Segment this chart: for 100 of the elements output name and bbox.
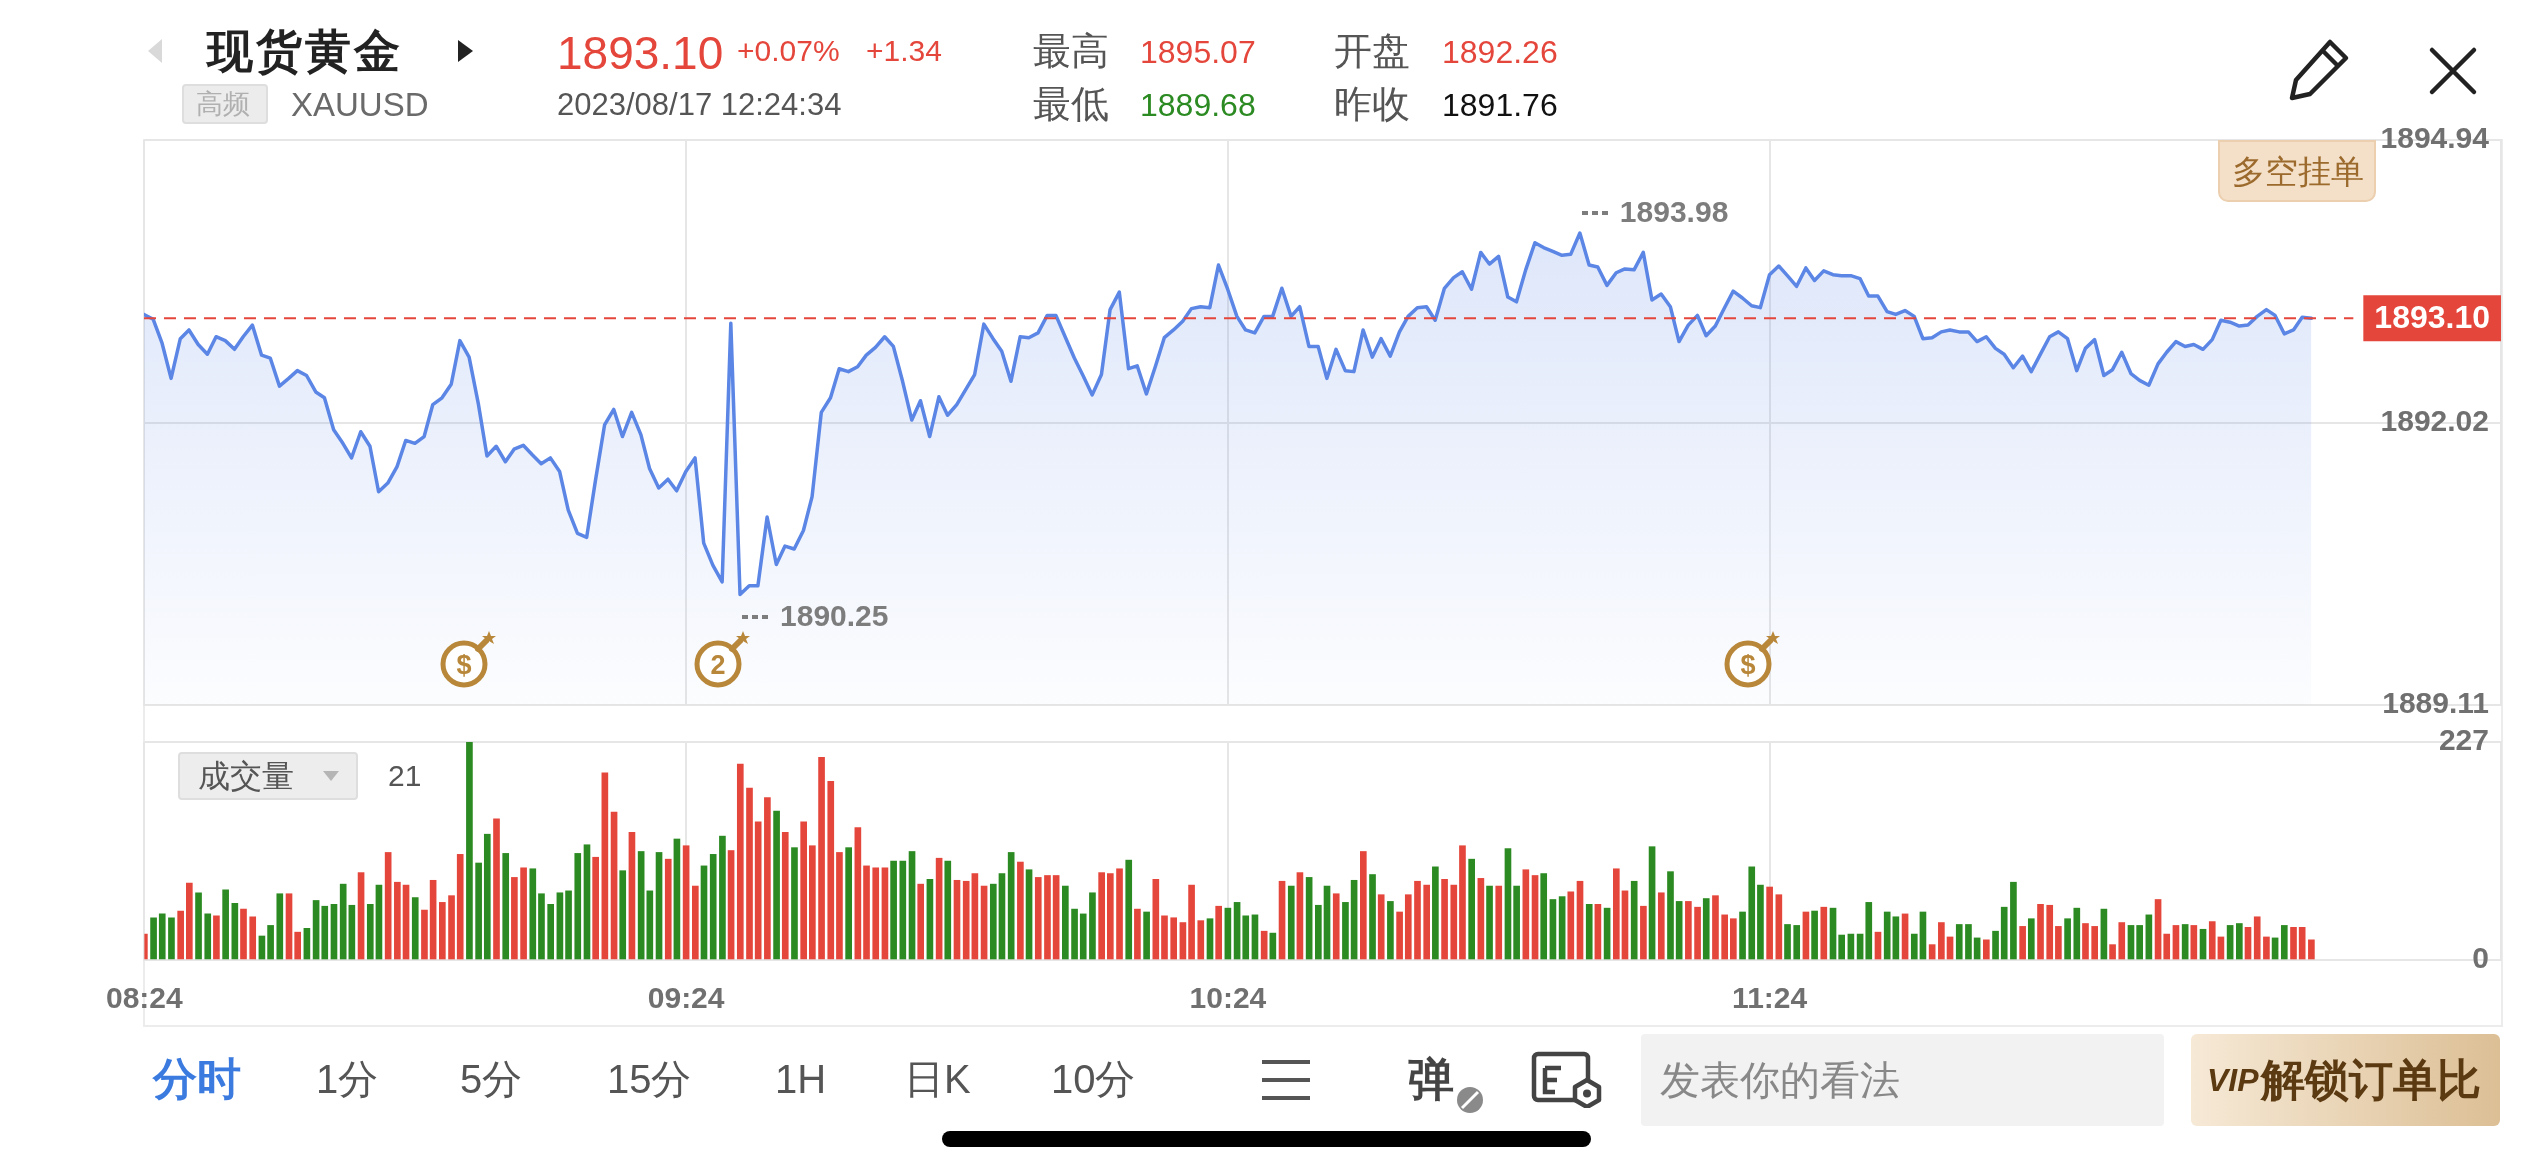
bar <box>1694 906 1701 960</box>
bar <box>1296 872 1304 960</box>
bar <box>1667 871 1674 960</box>
bar <box>673 838 681 960</box>
bar <box>1179 922 1187 960</box>
bar <box>1359 851 1367 960</box>
bar <box>240 908 247 960</box>
bar <box>1721 914 1728 960</box>
bar <box>2253 916 2261 960</box>
text: 弹 <box>1408 1053 1454 1105</box>
bar <box>1369 874 1376 960</box>
bar <box>1423 884 1431 960</box>
bar <box>610 811 618 960</box>
bar <box>421 909 428 960</box>
bar <box>854 827 862 960</box>
bar <box>483 833 491 960</box>
bar <box>2091 926 2099 960</box>
annotation: 21 <box>388 759 422 792</box>
bar <box>1928 944 1936 960</box>
bar <box>2118 922 2126 960</box>
bar <box>2109 944 2116 960</box>
bar <box>1865 902 1873 960</box>
bar <box>1161 915 1168 960</box>
annotation: 多空挂单 <box>2232 152 2364 190</box>
x-tick-label: 10:24 <box>1189 981 1267 1015</box>
ref-line-label: 1893.10 <box>2374 299 2490 336</box>
bar <box>1242 915 1250 960</box>
bar <box>1495 885 1503 960</box>
bar <box>285 893 293 960</box>
chart-title: 现货黄金 <box>207 25 403 77</box>
text: 1892.26 <box>1442 34 1558 70</box>
bar <box>366 903 374 960</box>
y-tick-label: 0 <box>2472 941 2489 975</box>
text: 1891.76 <box>1442 87 1558 123</box>
bar <box>502 853 510 960</box>
annotation: $ <box>1740 650 1756 680</box>
text: 开盘 <box>1334 30 1410 72</box>
chart-subtitle: XAUUSD <box>291 85 429 123</box>
bar <box>1414 880 1421 960</box>
bar <box>456 854 464 960</box>
bar <box>2181 924 2189 960</box>
bar <box>448 895 455 960</box>
bar <box>1387 901 1394 960</box>
text: 最高 <box>1033 30 1109 72</box>
text: VIP <box>2207 1062 2259 1098</box>
bar <box>692 885 699 960</box>
bar <box>267 925 274 960</box>
bar <box>294 931 302 960</box>
bar <box>394 881 401 960</box>
bar <box>411 897 419 960</box>
bar <box>764 797 771 960</box>
bar <box>1170 917 1178 960</box>
bar <box>664 858 672 960</box>
bar <box>953 879 961 960</box>
bar <box>781 831 789 960</box>
bar <box>1657 892 1665 960</box>
y-tick-label: 227 <box>2438 723 2489 757</box>
bar <box>1531 875 1539 960</box>
bar <box>1377 894 1385 960</box>
bar <box>809 845 816 960</box>
bar <box>646 890 654 960</box>
bar <box>637 851 645 960</box>
bar <box>1278 880 1286 960</box>
bar <box>1585 903 1593 960</box>
text: 5分 <box>460 1057 523 1101</box>
bar <box>1260 930 1268 960</box>
bar <box>1955 924 1963 960</box>
bar <box>1468 858 1475 960</box>
bar <box>1477 878 1485 960</box>
x-tick-label: 08:24 <box>106 981 184 1015</box>
bar <box>1044 875 1051 960</box>
bar <box>565 890 572 960</box>
text: 1893.10 <box>557 27 724 79</box>
bar <box>791 847 798 960</box>
bar <box>1892 916 1900 960</box>
bar <box>429 879 437 960</box>
bar <box>195 892 202 960</box>
annotation: 1890.25 <box>780 598 889 632</box>
bar <box>1540 873 1548 960</box>
bar <box>339 883 347 960</box>
bar <box>2308 939 2315 960</box>
bar <box>1504 848 1512 960</box>
bar <box>321 905 329 960</box>
bar <box>466 742 473 960</box>
bar <box>827 781 835 960</box>
bar <box>1938 922 1945 960</box>
bar <box>1062 885 1069 960</box>
bar <box>1215 905 1222 960</box>
bar <box>2037 903 2044 960</box>
bar <box>1332 893 1340 960</box>
bar <box>574 853 582 960</box>
bar <box>1630 880 1638 960</box>
annotation: $ <box>456 650 472 680</box>
text: 高频 <box>196 88 250 119</box>
bar <box>150 917 157 960</box>
text: 成交量 <box>198 758 294 794</box>
x-tick-label: 09:24 <box>647 981 725 1015</box>
text: 1H <box>775 1057 827 1101</box>
bar <box>1965 924 1972 960</box>
bar <box>1757 884 1764 960</box>
